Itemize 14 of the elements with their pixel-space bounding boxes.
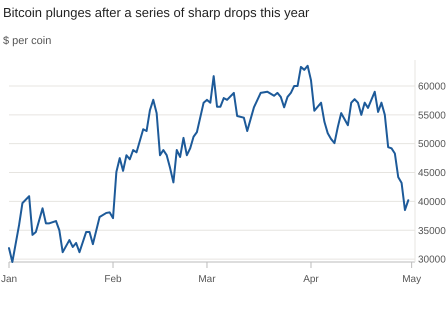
x-tick-label: Feb xyxy=(104,274,122,285)
y-tick-label: 35000 xyxy=(418,226,446,237)
x-tick-label: May xyxy=(402,274,422,285)
x-tick-label: Mar xyxy=(198,274,216,285)
y-tick-label: 55000 xyxy=(418,110,446,122)
x-tick-label: Apr xyxy=(303,274,320,285)
chart-subtitle: $ per coin xyxy=(3,35,52,47)
y-tick-label: 45000 xyxy=(418,168,446,180)
y-tick-label: 60000 xyxy=(418,81,446,92)
y-tick-label: 40000 xyxy=(418,196,446,208)
y-tick-label: 50000 xyxy=(418,139,446,150)
x-tick-label: Jan xyxy=(0,274,18,285)
y-tick-label: 30000 xyxy=(418,254,446,266)
chart-title: Bitcoin plunges after a series of sharp drops this year xyxy=(3,5,310,20)
